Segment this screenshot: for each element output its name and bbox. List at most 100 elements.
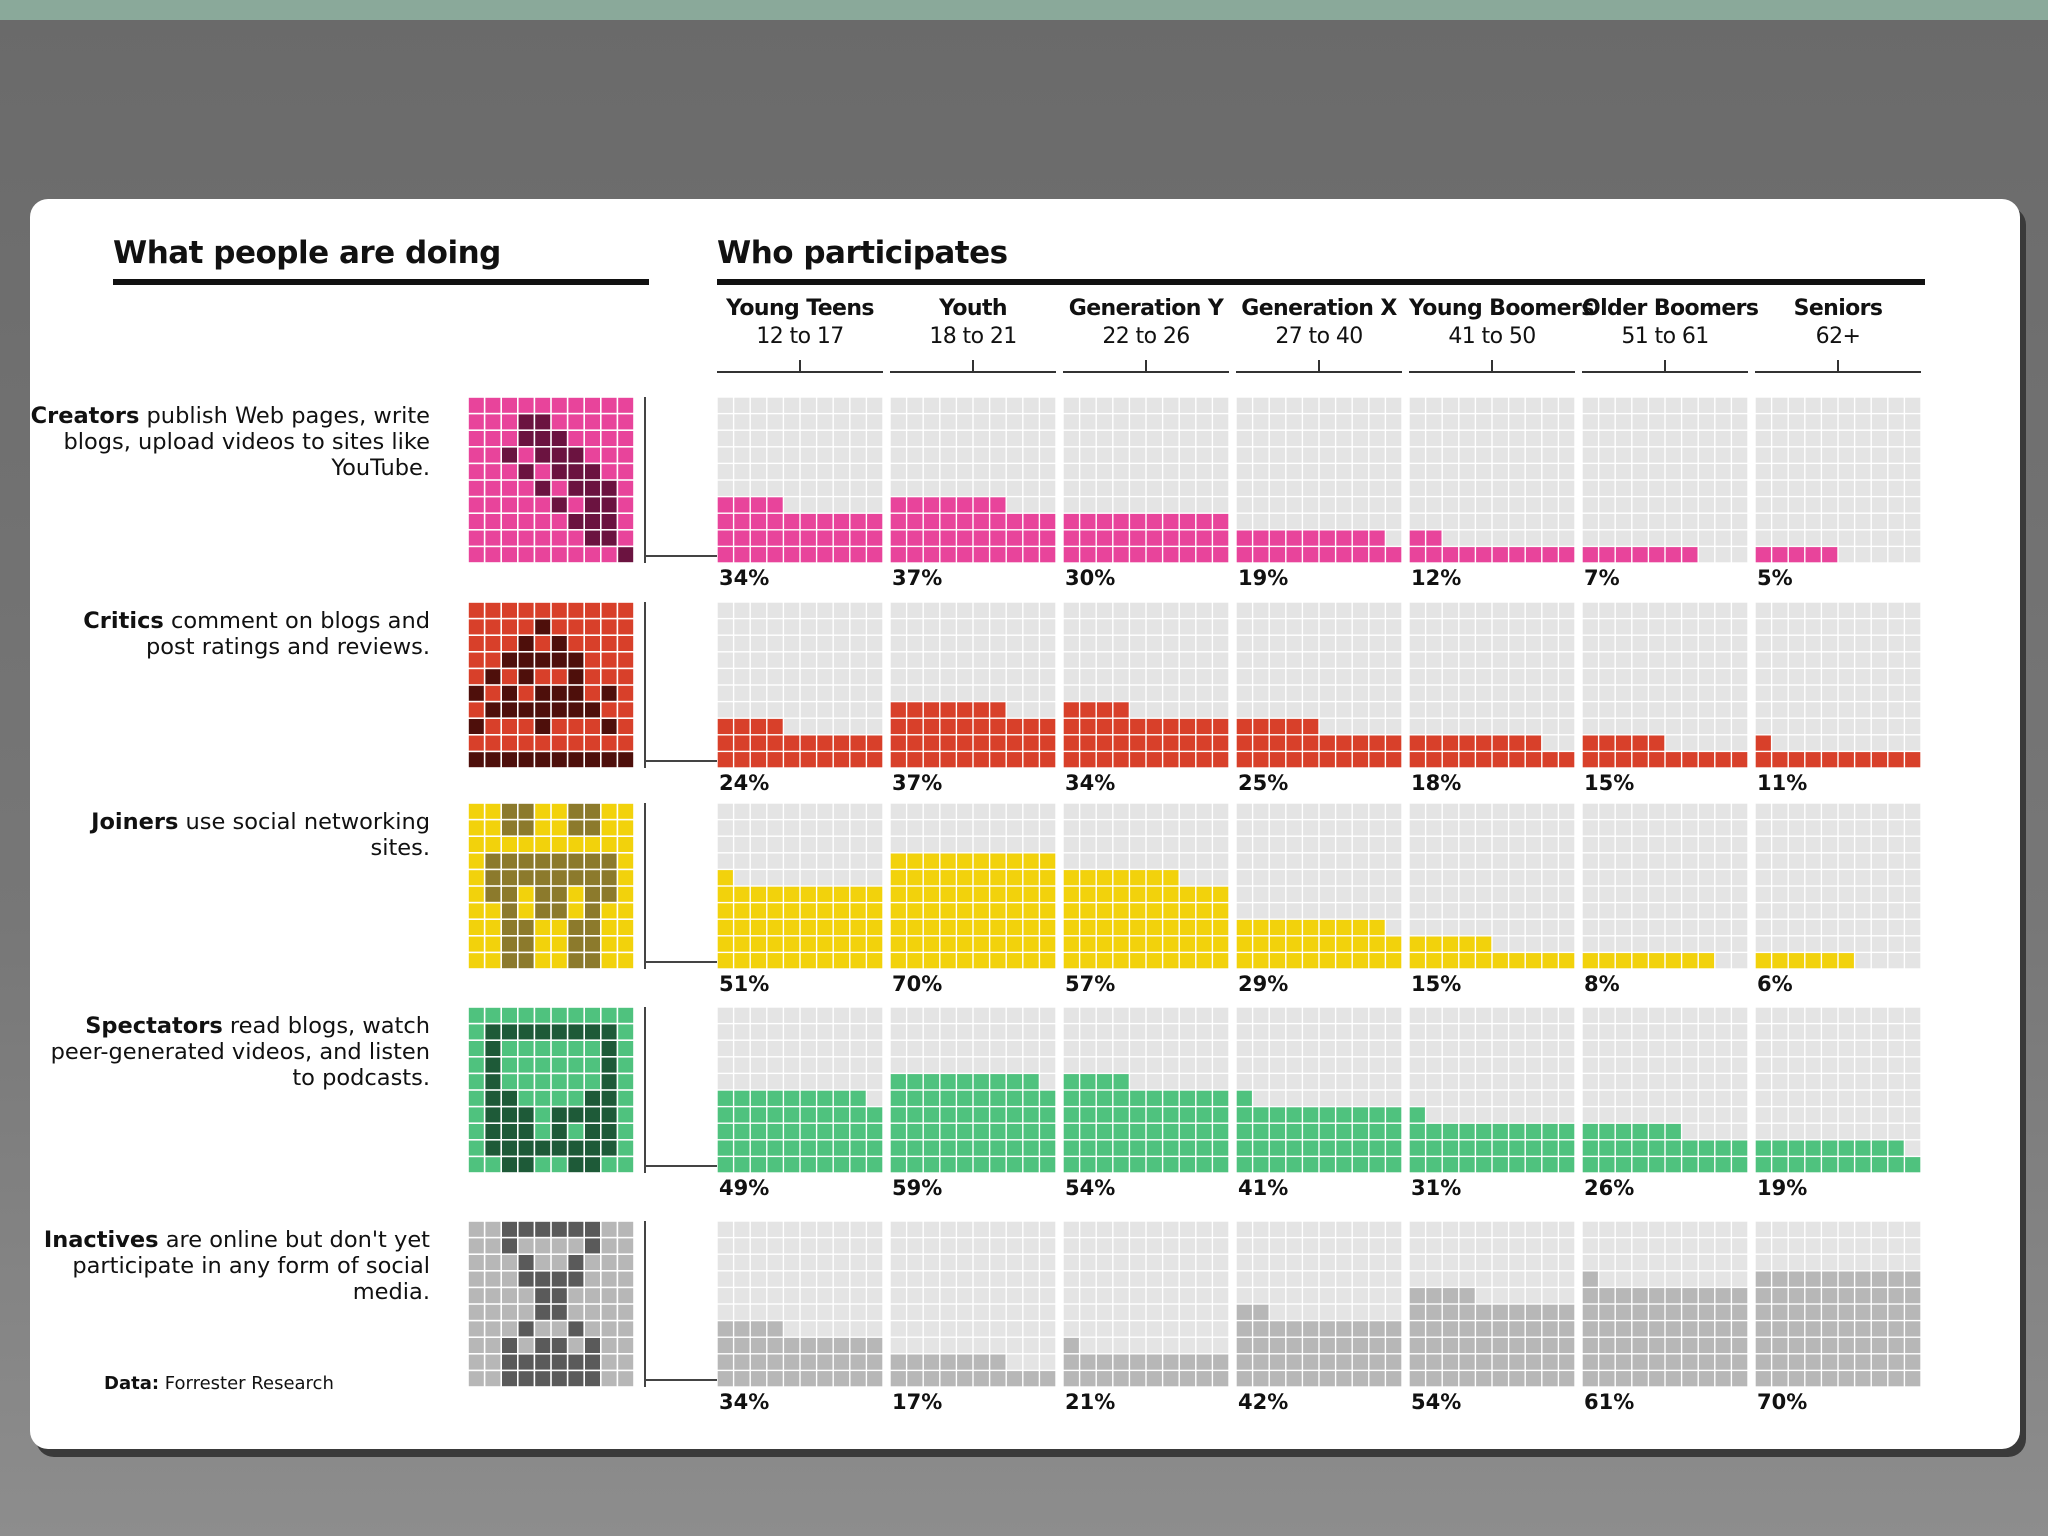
icon-pixel (601, 1354, 617, 1370)
empty-cell (1269, 513, 1286, 530)
empty-cell (1599, 1090, 1615, 1106)
empty-cell (1632, 702, 1648, 718)
value-cell (1698, 953, 1715, 969)
value-cell (1599, 1354, 1615, 1370)
value-cell (1303, 1157, 1319, 1173)
empty-cell (1615, 635, 1632, 652)
grid-creators-5 (1409, 397, 1575, 563)
value-cell (1649, 1337, 1665, 1354)
empty-cell (1871, 414, 1888, 430)
empty-cell (973, 1007, 989, 1023)
value-cell (1599, 735, 1615, 751)
empty-cell (1525, 464, 1542, 480)
value-cell (1023, 1074, 1039, 1090)
icon-pixel (551, 735, 567, 751)
empty-cell (1213, 1321, 1229, 1337)
value-cell (1459, 1337, 1475, 1354)
value-cell (1409, 1321, 1425, 1337)
value-cell (1632, 752, 1648, 768)
empty-cell (1649, 1090, 1665, 1106)
value-cell (1096, 953, 1113, 969)
empty-cell (1698, 652, 1715, 668)
empty-cell (1755, 1221, 1771, 1237)
empty-cell (1905, 635, 1921, 652)
icon-pixel (518, 514, 534, 529)
empty-cell (1286, 464, 1302, 480)
icon-pixel (535, 1238, 551, 1254)
data-label: 54% (1411, 1390, 1462, 1414)
empty-cell (1509, 635, 1525, 652)
icon-pixel (485, 431, 501, 446)
empty-cell (1822, 903, 1838, 919)
empty-cell (1838, 1254, 1854, 1271)
empty-cell (1426, 497, 1442, 513)
empty-cell (850, 702, 866, 718)
icon-pixel (518, 1354, 534, 1370)
empty-cell (1336, 1221, 1352, 1237)
value-cell (1236, 752, 1252, 768)
empty-cell (1253, 870, 1269, 886)
value-cell (1855, 1304, 1871, 1320)
value-cell (1352, 735, 1369, 751)
empty-cell (907, 430, 923, 447)
empty-cell (1130, 1238, 1146, 1254)
empty-cell (817, 414, 833, 430)
empty-cell (890, 1040, 906, 1057)
empty-cell (1838, 513, 1854, 530)
empty-cell (1352, 602, 1369, 618)
value-cell (1113, 953, 1129, 969)
empty-cell (1649, 1271, 1665, 1287)
value-cell (1788, 1157, 1805, 1173)
value-cell (717, 547, 733, 563)
empty-cell (1492, 1040, 1508, 1057)
empty-cell (1649, 1107, 1665, 1123)
empty-cell (1459, 886, 1475, 902)
empty-cell (1442, 430, 1459, 447)
icon-pixel (568, 1338, 584, 1353)
icon-pixel (618, 1271, 634, 1287)
value-cell (990, 752, 1006, 768)
value-cell (850, 735, 866, 751)
empty-cell (973, 414, 989, 430)
empty-cell (1492, 1007, 1508, 1023)
empty-cell (1023, 414, 1039, 430)
value-cell (1236, 735, 1252, 751)
empty-cell (1822, 1123, 1838, 1140)
empty-cell (957, 1057, 973, 1073)
value-cell (1146, 1140, 1162, 1156)
value-cell (1236, 919, 1252, 936)
empty-cell (940, 1024, 956, 1040)
empty-cell (1196, 497, 1212, 513)
value-cell (1426, 1304, 1442, 1320)
empty-cell (1426, 1254, 1442, 1271)
empty-cell (750, 685, 767, 701)
empty-cell (833, 1254, 850, 1271)
empty-cell (734, 1007, 750, 1023)
value-cell (907, 1157, 923, 1173)
empty-cell (734, 480, 750, 496)
empty-cell (1755, 635, 1771, 652)
grid-spectators-4 (1236, 1007, 1402, 1173)
value-cell (833, 953, 850, 969)
value-cell (1130, 513, 1146, 530)
empty-cell (1319, 480, 1335, 496)
empty-cell (1838, 1024, 1854, 1040)
value-cell (1163, 752, 1179, 768)
empty-cell (1196, 602, 1212, 618)
empty-cell (1905, 652, 1921, 668)
value-cell (1582, 1354, 1598, 1370)
empty-cell (1459, 919, 1475, 936)
empty-cell (1409, 702, 1425, 718)
value-cell (923, 530, 940, 546)
empty-cell (1442, 1074, 1459, 1090)
empty-cell (1822, 1074, 1838, 1090)
value-cell (1063, 1074, 1079, 1090)
value-cell (750, 903, 767, 919)
icon-pixel (468, 1354, 484, 1370)
empty-cell (1236, 820, 1252, 836)
empty-cell (1386, 635, 1402, 652)
empty-cell (1336, 853, 1352, 869)
empty-cell (734, 619, 750, 635)
empty-cell (990, 652, 1006, 668)
icon-pixel (502, 530, 517, 546)
